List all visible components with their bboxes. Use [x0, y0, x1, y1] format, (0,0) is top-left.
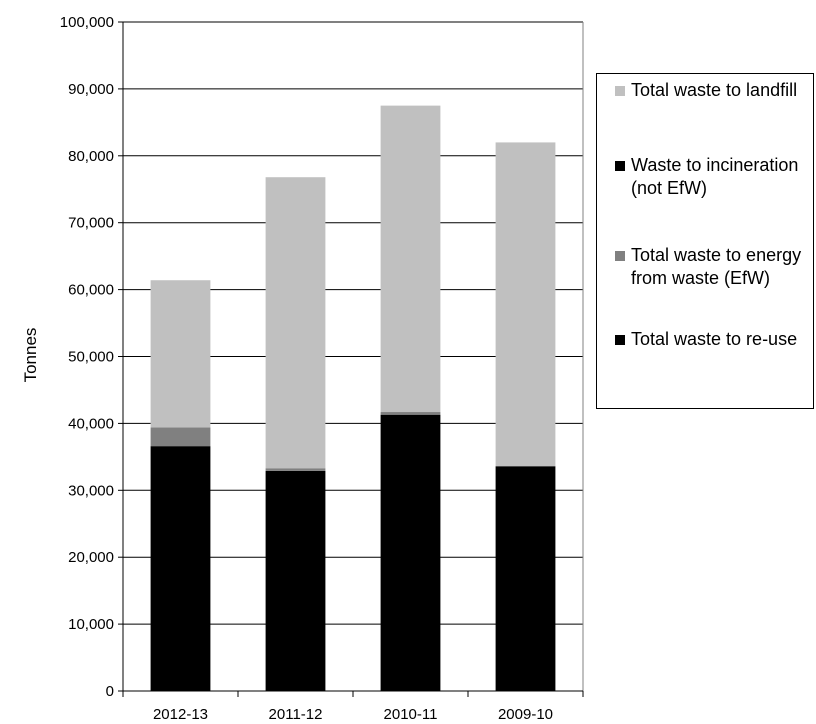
legend-label: Total waste to landfill [631, 80, 798, 100]
y-axis-title: Tonnes [21, 328, 40, 383]
x-tick-label: 2009-10 [498, 706, 553, 723]
y-tick-label: 70,000 [68, 215, 114, 232]
bar-segment [150, 280, 211, 428]
legend-entry: Total waste to re-use [615, 328, 811, 351]
y-tick-label: 90,000 [68, 81, 114, 98]
bar-segment [265, 468, 326, 471]
legend-entry: Total waste to landfill [615, 79, 811, 102]
bar-segment [495, 466, 556, 691]
y-tick-label: 100,000 [60, 14, 114, 31]
legend-label: Total waste to re-use [631, 329, 798, 349]
y-tick-label: 50,000 [68, 349, 114, 366]
bars [150, 105, 556, 691]
y-tick-labels: 0 10,000 20,000 30,000 40,000 50,000 60,000 70,… [60, 14, 114, 700]
bar-segment [380, 105, 441, 413]
legend-label: Total waste to energy from waste (EfW) [631, 245, 802, 288]
legend-entry: Total waste to energy from waste (EfW) [615, 244, 811, 290]
legend: Total waste to landfill Waste to incinera… [596, 73, 814, 409]
y-tick-label: 10,000 [68, 616, 114, 633]
y-tick-label: 60,000 [68, 282, 114, 299]
bar-segment [380, 412, 441, 415]
y-tick-label: 30,000 [68, 482, 114, 499]
bar-segment [150, 446, 211, 691]
bar-segment [150, 427, 211, 447]
x-tick-labels: 2012-13 2011-12 2010-11 2009-10 [153, 706, 553, 723]
legend-swatch [615, 251, 625, 261]
x-tick-label: 2010-11 [384, 706, 438, 723]
bar-segment [265, 177, 326, 469]
bar-segment [380, 414, 441, 691]
y-tick-label: 0 [106, 683, 114, 700]
x-tick-label: 2011-12 [269, 706, 323, 723]
y-tick-label: 80,000 [68, 148, 114, 165]
axes [118, 21, 584, 697]
legend-entry: Waste to incineration (not EfW) [615, 154, 811, 200]
legend-label: Waste to incineration (not EfW) [631, 155, 799, 198]
legend-swatch [615, 86, 625, 96]
y-tick-label: 20,000 [68, 549, 114, 566]
legend-swatch [615, 335, 625, 345]
x-tick-label: 2012-13 [153, 706, 208, 723]
bar-segment [265, 470, 326, 691]
y-tick-label: 40,000 [68, 415, 114, 432]
legend-swatch [615, 161, 625, 171]
bar-segment [495, 142, 556, 467]
